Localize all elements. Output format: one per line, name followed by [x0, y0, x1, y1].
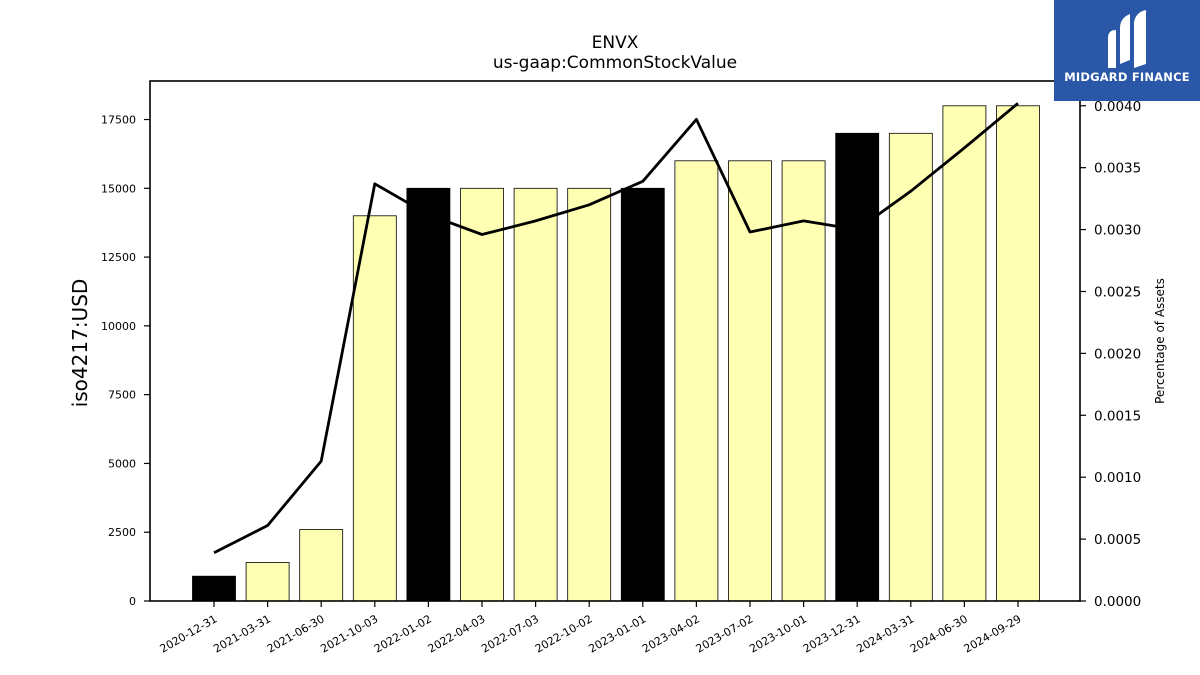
chart-subtitle: us-gaap:CommonStockValue	[493, 53, 737, 73]
y-tick-label: 17500	[101, 114, 136, 127]
bar-2023-10-01	[781, 160, 826, 602]
y-tick-label: 2500	[108, 526, 136, 539]
x-tick-label: 2021-10-03	[318, 612, 380, 655]
x-tick-label: 2023-07-02	[694, 612, 756, 655]
y-tick-label: 0	[129, 595, 136, 608]
logo-mark-icon	[1108, 10, 1146, 68]
x-tick-label: 2021-06-30	[265, 612, 327, 655]
x-tick-label: 2022-01-02	[372, 612, 434, 655]
percentage-line	[213, 102, 1019, 554]
y2-tick-label: 0.0005	[1094, 532, 1141, 548]
y-tick-label: 15000	[101, 182, 136, 195]
x-tick-label: 2020-12-31	[158, 612, 220, 655]
x-tick-label: 2023-04-02	[640, 612, 702, 655]
bar-2024-09-29	[996, 105, 1040, 602]
x-tick-label: 2023-12-31	[801, 612, 863, 655]
y2-axis-ticks: 0.0000 0.0005 0.0010 0.0015 0.0020 0.0025 0.00…	[1080, 99, 1141, 610]
bar-2022-07-03	[513, 187, 558, 602]
x-tick-label: 2024-09-29	[962, 612, 1024, 655]
y-tick-label: 5000	[108, 457, 136, 470]
y2-axis-label: Percentage of Assets	[1153, 278, 1167, 404]
bar-2023-01-01	[620, 187, 665, 602]
bar-2023-04-02	[674, 160, 719, 602]
y2-tick-label: 0.0035	[1094, 161, 1141, 177]
bar-2024-06-30	[942, 105, 987, 602]
y2-tick-label: 0.0030	[1094, 223, 1141, 239]
y2-tick-label: 0.0000	[1094, 594, 1141, 610]
x-axis-ticks: 2020-12-312021-03-312021-06-302021-10-03…	[158, 601, 1024, 656]
x-tick-label: 2023-10-01	[747, 612, 809, 655]
bar-2022-04-03	[460, 187, 504, 602]
percentage-line-series	[213, 102, 1019, 554]
midgard-finance-logo: MIDGARD FINANCE	[1054, 0, 1200, 101]
y-tick-label: 7500	[108, 389, 136, 402]
y-tick-label: 10000	[101, 320, 136, 333]
x-tick-label: 2022-10-02	[533, 612, 595, 655]
y-tick-label: 12500	[101, 251, 136, 264]
x-tick-label: 2022-07-03	[479, 612, 541, 655]
x-tick-label: 2022-04-03	[426, 612, 488, 655]
y2-tick-label: 0.0015	[1094, 408, 1141, 424]
bar-2021-06-30	[299, 529, 344, 602]
y2-tick-label: 0.0025	[1094, 284, 1141, 300]
bar-2021-10-03	[352, 215, 397, 602]
bar-2020-12-31	[192, 575, 236, 602]
y2-tick-label: 0.0040	[1094, 99, 1141, 115]
x-tick-label: 2023-01-01	[586, 612, 648, 655]
y2-tick-label: 0.0010	[1094, 470, 1141, 486]
x-tick-label: 2024-06-30	[908, 612, 970, 655]
bar-2024-03-31	[888, 132, 933, 602]
y-axis-label: iso4217:USD	[68, 279, 92, 408]
logo-text: MIDGARD FINANCE	[1064, 70, 1190, 84]
bar-2021-03-31	[245, 562, 290, 602]
y2-tick-label: 0.0020	[1094, 346, 1141, 362]
x-tick-label: 2024-03-31	[854, 612, 916, 655]
y-axis-ticks: 0 2500 5000 7500 10000 12500 15000 17500	[101, 114, 150, 608]
plot-frame	[149, 80, 1081, 602]
x-tick-label: 2021-03-31	[211, 612, 273, 655]
bar-2023-07-02	[728, 160, 772, 602]
bar-2023-12-31	[835, 132, 880, 602]
bar-series	[192, 105, 1040, 602]
bar-2022-01-02	[406, 187, 451, 602]
chart-title: ENVX	[592, 33, 639, 53]
bar-2022-10-02	[567, 187, 612, 602]
